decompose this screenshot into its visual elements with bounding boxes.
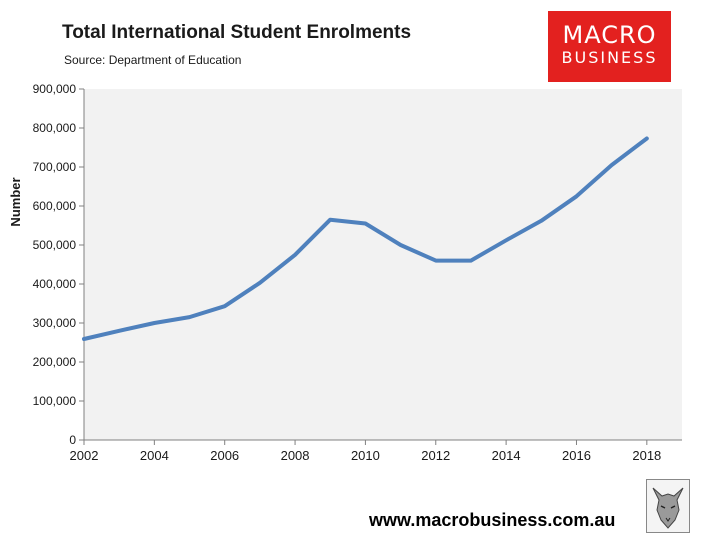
y-tick-label: 900,000 bbox=[33, 82, 77, 96]
x-tick-label: 2014 bbox=[492, 448, 521, 463]
x-tick-label: 2002 bbox=[70, 448, 99, 463]
chart-source: Source: Department of Education bbox=[64, 53, 242, 67]
y-tick-label: 500,000 bbox=[33, 238, 77, 252]
x-tick-label: 2010 bbox=[351, 448, 380, 463]
plot-area bbox=[84, 89, 682, 440]
y-tick-label: 200,000 bbox=[33, 355, 77, 369]
wolf-logo-icon bbox=[646, 479, 690, 533]
x-tick-label: 2012 bbox=[421, 448, 450, 463]
x-tick-label: 2018 bbox=[632, 448, 661, 463]
y-tick-label: 100,000 bbox=[33, 394, 77, 408]
x-tick-label: 2004 bbox=[140, 448, 169, 463]
x-tick-label: 2006 bbox=[210, 448, 239, 463]
y-tick-label: 0 bbox=[69, 433, 76, 447]
line-chart: 0 100,000 200,000 300,000 400,000 500,000 600,… bbox=[33, 82, 682, 463]
brand-logo-line1: MACRO bbox=[562, 21, 657, 49]
chart-title: Total International Student Enrolments bbox=[62, 22, 412, 43]
y-tick-label: 700,000 bbox=[33, 160, 77, 174]
y-tick-label: 800,000 bbox=[33, 121, 77, 135]
x-tick-label: 2008 bbox=[281, 448, 310, 463]
website-link[interactable]: www.macrobusiness.com.au bbox=[369, 510, 616, 530]
y-tick-label: 300,000 bbox=[33, 316, 77, 330]
x-tick-label: 2016 bbox=[562, 448, 591, 463]
series-line bbox=[82, 136, 649, 341]
y-tick-label: 600,000 bbox=[33, 199, 77, 213]
y-tick-label: 400,000 bbox=[33, 277, 77, 291]
brand-logo: MACRO BUSINESS bbox=[548, 11, 671, 82]
brand-logo-line2: BUSINESS bbox=[561, 48, 658, 67]
